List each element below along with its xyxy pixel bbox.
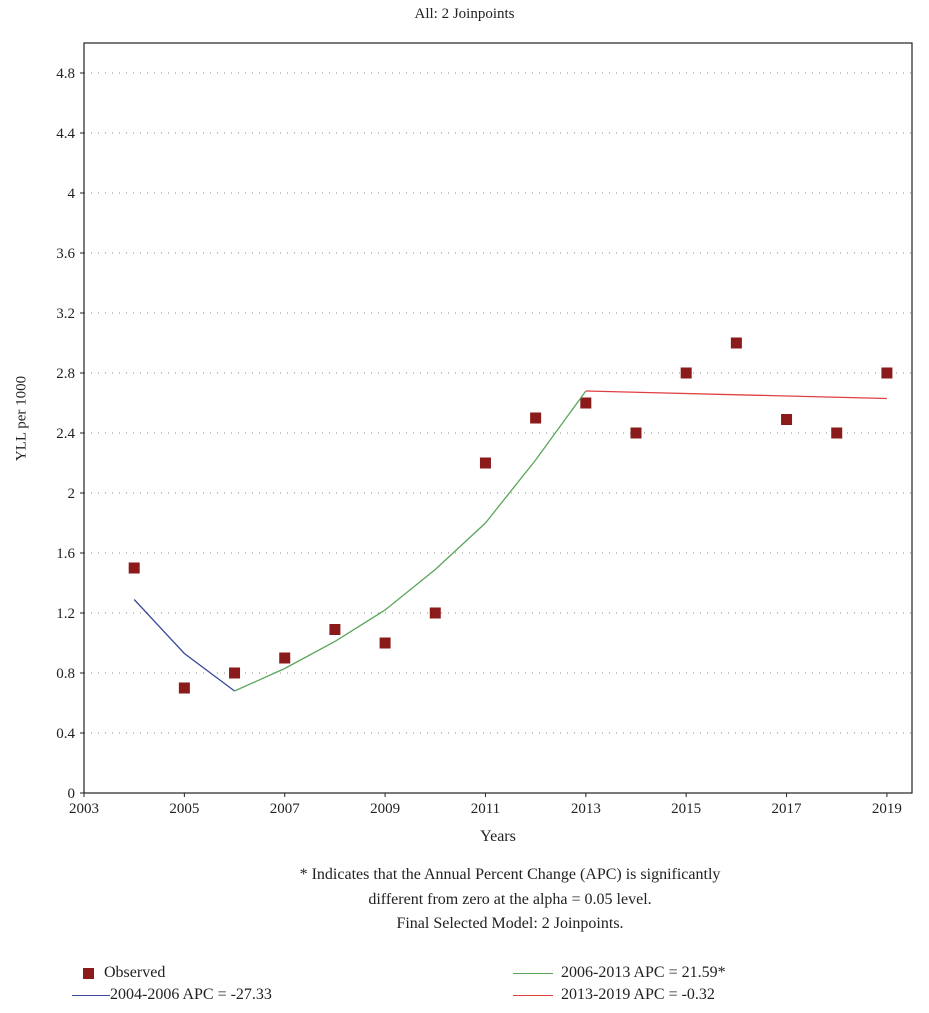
x-tick-label-1: 2005 xyxy=(169,801,199,817)
legend-segment-3: 2013-2019 APC = -0.32 xyxy=(513,986,715,1004)
series-line-2 xyxy=(234,390,587,692)
observed-point-4 xyxy=(329,624,341,635)
y-tick-label-11: 4.4 xyxy=(56,126,75,142)
legend-segment-2: 2006-2013 APC = 21.59* xyxy=(513,964,726,982)
legend-observed-marker xyxy=(83,967,94,979)
x-tick-label-8: 2019 xyxy=(872,801,902,817)
observed-point-13 xyxy=(781,414,793,425)
observed-point-8 xyxy=(530,412,542,424)
series-line-3 xyxy=(585,390,887,400)
observed-point-2 xyxy=(229,667,241,679)
x-tick-label-2: 2007 xyxy=(270,801,301,817)
legend-observed-label: Observed xyxy=(104,964,166,981)
y-tick-label-6: 2.4 xyxy=(56,426,75,442)
footnote-line-3: Final Selected Model: 2 Joinpoints. xyxy=(396,915,624,932)
y-tick-label-5: 2 xyxy=(68,486,76,502)
observed-point-6 xyxy=(429,607,441,619)
footnote-line-2: different from zero at the alpha = 0.05 … xyxy=(368,891,652,908)
legend-observed: Observed xyxy=(83,964,165,982)
x-tick-label-6: 2015 xyxy=(671,801,701,817)
y-tick-label-0: 0 xyxy=(68,786,76,802)
y-tick-label-7: 2.8 xyxy=(56,366,75,382)
y-tick-label-9: 3.6 xyxy=(56,246,75,262)
legend-segment-1: 2004-2006 APC = -27.33 xyxy=(72,986,272,1004)
observed-point-1 xyxy=(178,682,190,694)
legend-segment-1-label: 2004-2006 APC = -27.33 xyxy=(110,986,272,1003)
observed-point-3 xyxy=(279,652,291,664)
y-tick-label-3: 1.2 xyxy=(56,606,75,622)
observed-point-15 xyxy=(881,367,893,379)
legend-segment-3-label: 2013-2019 APC = -0.32 xyxy=(561,986,715,1003)
plot-frame xyxy=(83,42,913,794)
observed-point-7 xyxy=(479,457,491,469)
y-tick-label-12: 4.8 xyxy=(56,66,75,82)
observed-point-14 xyxy=(831,427,843,439)
x-tick-label-0: 2003 xyxy=(69,801,99,817)
legend-segment-1-line xyxy=(72,994,110,996)
x-tick-label-7: 2017 xyxy=(772,801,803,817)
observed-point-5 xyxy=(379,637,391,649)
x-axis-label: Years xyxy=(480,828,516,845)
legend-segment-3-line xyxy=(513,994,553,996)
x-tick-label-4: 2011 xyxy=(471,801,500,817)
observed-point-0 xyxy=(128,562,140,574)
y-tick-label-2: 0.8 xyxy=(56,666,75,682)
x-tick-label-3: 2009 xyxy=(370,801,400,817)
observed-point-12 xyxy=(730,337,742,349)
x-tick-label-5: 2013 xyxy=(571,801,601,817)
legend-segment-2-line xyxy=(513,972,553,974)
y-tick-label-1: 0.4 xyxy=(56,726,75,742)
footnote-line-1: * Indicates that the Annual Percent Chan… xyxy=(299,866,721,883)
y-tick-label-8: 3.2 xyxy=(56,306,75,322)
y-tick-label-10: 4 xyxy=(68,186,76,202)
joinpoint-chart: 0 0.4 0.8 1.2 1.6 2 2.4 2.8 3.2 3.6 4 4.4 4.8 2003 200… xyxy=(56,42,913,817)
chart-title: All: 2 Joinpoints xyxy=(414,6,515,22)
observed-point-9 xyxy=(580,397,592,409)
y-axis-label: YLL per 1000 xyxy=(13,375,30,462)
series-line-1 xyxy=(133,599,235,692)
observed-point-11 xyxy=(680,367,692,379)
observed-point-10 xyxy=(630,427,642,439)
legend-segment-2-label: 2006-2013 APC = 21.59* xyxy=(561,964,726,981)
y-tick-label-4: 1.6 xyxy=(56,546,75,562)
